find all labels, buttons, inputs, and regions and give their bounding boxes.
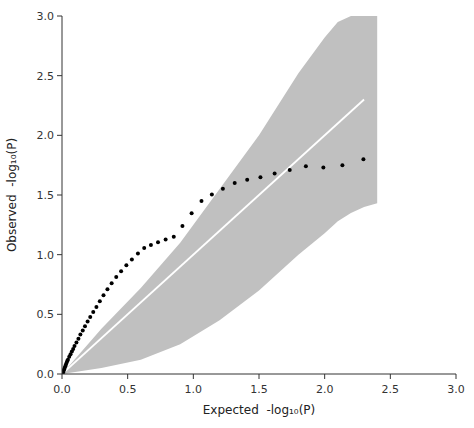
point <box>76 337 80 341</box>
point <box>102 293 106 297</box>
point <box>190 211 194 215</box>
point <box>180 224 184 228</box>
point <box>164 237 168 241</box>
point <box>321 166 325 170</box>
y-tick-label: 1.5 <box>37 189 55 202</box>
point <box>110 281 114 285</box>
point <box>114 275 118 279</box>
point <box>361 157 365 161</box>
chart: 0.0 0.5 1.0 1.5 2.0 2.5 3.0 0.0 0.5 1.0 1.5 2.0 2.5 3… <box>0 0 474 428</box>
x-tick <box>62 374 63 379</box>
y-tick <box>57 75 62 76</box>
points <box>62 157 365 374</box>
point <box>91 310 95 314</box>
x-tick-label: 2.5 <box>382 383 400 396</box>
point <box>78 333 82 337</box>
x-tick-label: 2.0 <box>316 383 334 396</box>
point <box>98 299 102 303</box>
y-tick-label: 2.0 <box>37 129 55 142</box>
y-axis-label: Observed -log₁₀(P) <box>5 138 19 252</box>
ci-band <box>62 16 377 374</box>
point <box>210 192 214 196</box>
y-tick-label: 0.5 <box>37 308 55 321</box>
x-tick-label: 1.0 <box>185 383 203 396</box>
point <box>172 235 176 239</box>
x-tick <box>390 374 391 379</box>
point <box>86 319 90 323</box>
point <box>130 257 134 261</box>
x-axis-label: Expected -log₁₀(P) <box>203 403 315 417</box>
x-tick <box>259 374 260 379</box>
point <box>304 164 308 168</box>
point <box>233 181 237 185</box>
point <box>288 168 292 172</box>
axes: 0.0 0.5 1.0 1.5 2.0 2.5 3.0 0.0 0.5 1.0 1.5 2.0 2.5 3… <box>37 10 465 396</box>
point <box>258 175 262 179</box>
y-tick <box>57 16 62 17</box>
y-tick-label: 0.0 <box>37 368 55 381</box>
point <box>94 305 98 309</box>
y-tick <box>57 135 62 136</box>
point <box>156 240 160 244</box>
x-tick <box>127 374 128 379</box>
point <box>83 324 87 328</box>
point <box>136 251 140 255</box>
point <box>74 340 78 344</box>
point <box>199 199 203 203</box>
point <box>119 269 123 273</box>
point <box>273 172 277 176</box>
y-tick-label: 3.0 <box>37 10 55 23</box>
point <box>221 187 225 191</box>
x-tick-label: 1.5 <box>250 383 268 396</box>
point <box>105 287 109 291</box>
x-tick <box>324 374 325 379</box>
x-tick <box>193 374 194 379</box>
point <box>124 263 128 267</box>
y-tick-label: 2.5 <box>37 70 55 83</box>
identity-line <box>62 100 364 374</box>
y-tick-label: 1.0 <box>37 249 55 262</box>
x-tick-label: 0.5 <box>119 383 137 396</box>
y-tick <box>57 254 62 255</box>
plot-area <box>62 16 377 374</box>
point <box>88 315 92 319</box>
point <box>72 344 76 348</box>
point <box>81 328 85 332</box>
y-tick <box>57 314 62 315</box>
x-tick <box>456 374 457 379</box>
x-tick-label: 0.0 <box>53 383 71 396</box>
y-tick <box>57 195 62 196</box>
point <box>149 243 153 247</box>
point <box>245 178 249 182</box>
point <box>142 246 146 250</box>
point <box>340 163 344 167</box>
x-tick-label: 3.0 <box>447 383 465 396</box>
y-tick <box>57 374 62 375</box>
